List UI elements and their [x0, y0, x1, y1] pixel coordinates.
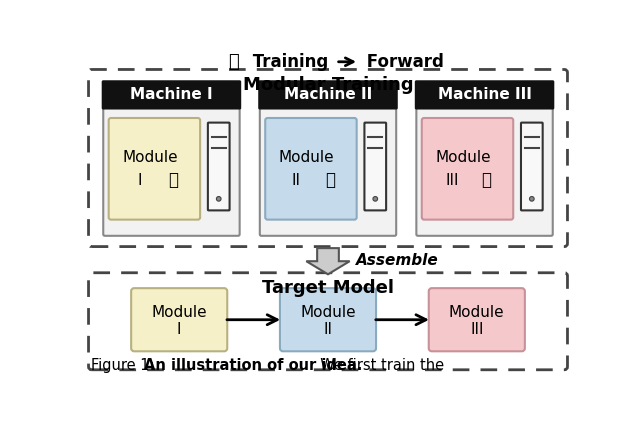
Circle shape	[529, 196, 534, 201]
FancyBboxPatch shape	[417, 88, 553, 236]
FancyBboxPatch shape	[429, 288, 525, 351]
Text: Module: Module	[122, 150, 178, 164]
Text: Forward: Forward	[362, 53, 444, 71]
Text: II: II	[292, 173, 301, 188]
Text: Module: Module	[279, 150, 335, 164]
FancyBboxPatch shape	[131, 288, 227, 351]
Text: III: III	[470, 323, 484, 337]
FancyBboxPatch shape	[103, 88, 239, 236]
FancyBboxPatch shape	[109, 118, 200, 220]
Polygon shape	[307, 248, 349, 274]
Text: Module: Module	[449, 306, 504, 320]
FancyBboxPatch shape	[260, 88, 396, 236]
Text: 🔥: 🔥	[481, 171, 492, 190]
FancyBboxPatch shape	[88, 273, 568, 370]
Text: II: II	[323, 323, 333, 337]
FancyBboxPatch shape	[415, 80, 554, 110]
Text: 🔥: 🔥	[325, 171, 335, 190]
FancyBboxPatch shape	[422, 118, 513, 220]
Text: Assemble: Assemble	[356, 253, 438, 268]
FancyBboxPatch shape	[102, 80, 241, 110]
Text: Module: Module	[152, 306, 207, 320]
Text: I: I	[138, 173, 142, 188]
Text: Module: Module	[300, 306, 356, 320]
Circle shape	[373, 196, 378, 201]
Text: Target Model: Target Model	[262, 279, 394, 297]
Text: Machine II: Machine II	[284, 88, 372, 102]
Text: Machine I: Machine I	[130, 88, 212, 102]
Text: 🔥: 🔥	[228, 53, 239, 71]
FancyBboxPatch shape	[88, 69, 568, 246]
Circle shape	[216, 196, 221, 201]
FancyBboxPatch shape	[521, 122, 543, 210]
Text: We first train the: We first train the	[311, 358, 444, 373]
FancyBboxPatch shape	[265, 118, 356, 220]
Text: III: III	[446, 173, 460, 188]
Text: Machine III: Machine III	[438, 88, 531, 102]
Text: 🔥: 🔥	[168, 171, 179, 190]
Text: I: I	[177, 323, 182, 337]
FancyBboxPatch shape	[364, 122, 386, 210]
Text: Figure 1:: Figure 1:	[91, 358, 164, 373]
FancyBboxPatch shape	[259, 80, 397, 110]
Text: Modular Training: Modular Training	[243, 76, 413, 94]
FancyBboxPatch shape	[208, 122, 230, 210]
Text: Module: Module	[435, 150, 491, 164]
FancyBboxPatch shape	[280, 288, 376, 351]
Text: An illustration of our idea.: An illustration of our idea.	[145, 358, 363, 373]
Text: Training: Training	[246, 53, 328, 71]
